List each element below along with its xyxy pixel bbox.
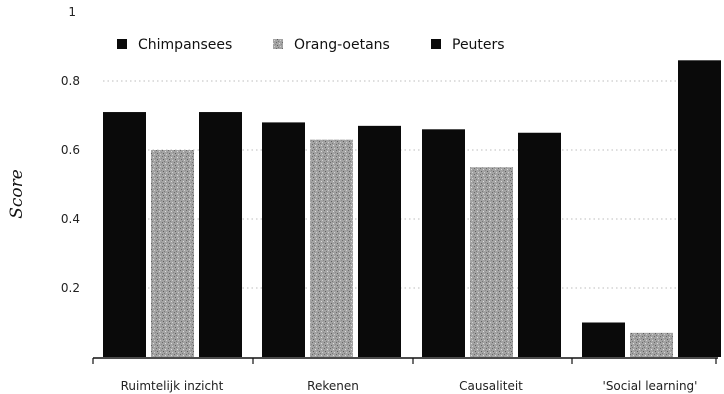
bar-orang-oetans-1 (310, 139, 353, 357)
bar-chimpansees-0 (103, 112, 146, 357)
bar-peuters-2 (518, 132, 561, 357)
bars (103, 60, 721, 358)
legend-label: Chimpansees (138, 37, 232, 53)
y-tick-label: 0.2 (61, 281, 80, 295)
legend-label: Peuters (452, 37, 505, 53)
x-axis (92, 357, 718, 364)
bar-chimpansees-1 (262, 122, 305, 358)
y-tick-label: 0.4 (61, 212, 80, 226)
legend-swatch (273, 39, 283, 49)
y-axis-label: Score (7, 169, 27, 219)
bar-orang-oetans-2 (470, 167, 513, 357)
bar-peuters-3 (678, 60, 721, 358)
bar-peuters-0 (199, 112, 242, 357)
legend: Chimpansees Orang-oetans Peuters (117, 37, 505, 53)
legend-swatch (431, 39, 441, 49)
y-tick-label: 0.6 (61, 143, 80, 157)
y-tick-label: 0.8 (61, 74, 80, 88)
category-label: 'Social learning' (603, 379, 698, 393)
legend-swatch (117, 39, 127, 49)
category-label: Ruimtelijk inzicht (121, 379, 224, 393)
bar-peuters-1 (358, 125, 401, 357)
y-tick-label: 1 (68, 5, 76, 19)
y-tick-labels: 1 0.8 0.6 0.4 0.2 (61, 5, 80, 295)
category-label: Rekenen (307, 379, 359, 393)
bar-chimpansees-3 (582, 322, 625, 357)
category-labels: Ruimtelijk inzicht Rekenen Causaliteit 'Soc… (121, 379, 698, 393)
bar-chimpansees-2 (422, 129, 465, 357)
gridlines (103, 80, 718, 289)
bar-orang-oetans-0 (151, 150, 194, 357)
category-label: Causaliteit (459, 379, 523, 393)
bar-orang-oetans-3 (630, 332, 673, 357)
legend-label: Orang-oetans (294, 37, 390, 53)
